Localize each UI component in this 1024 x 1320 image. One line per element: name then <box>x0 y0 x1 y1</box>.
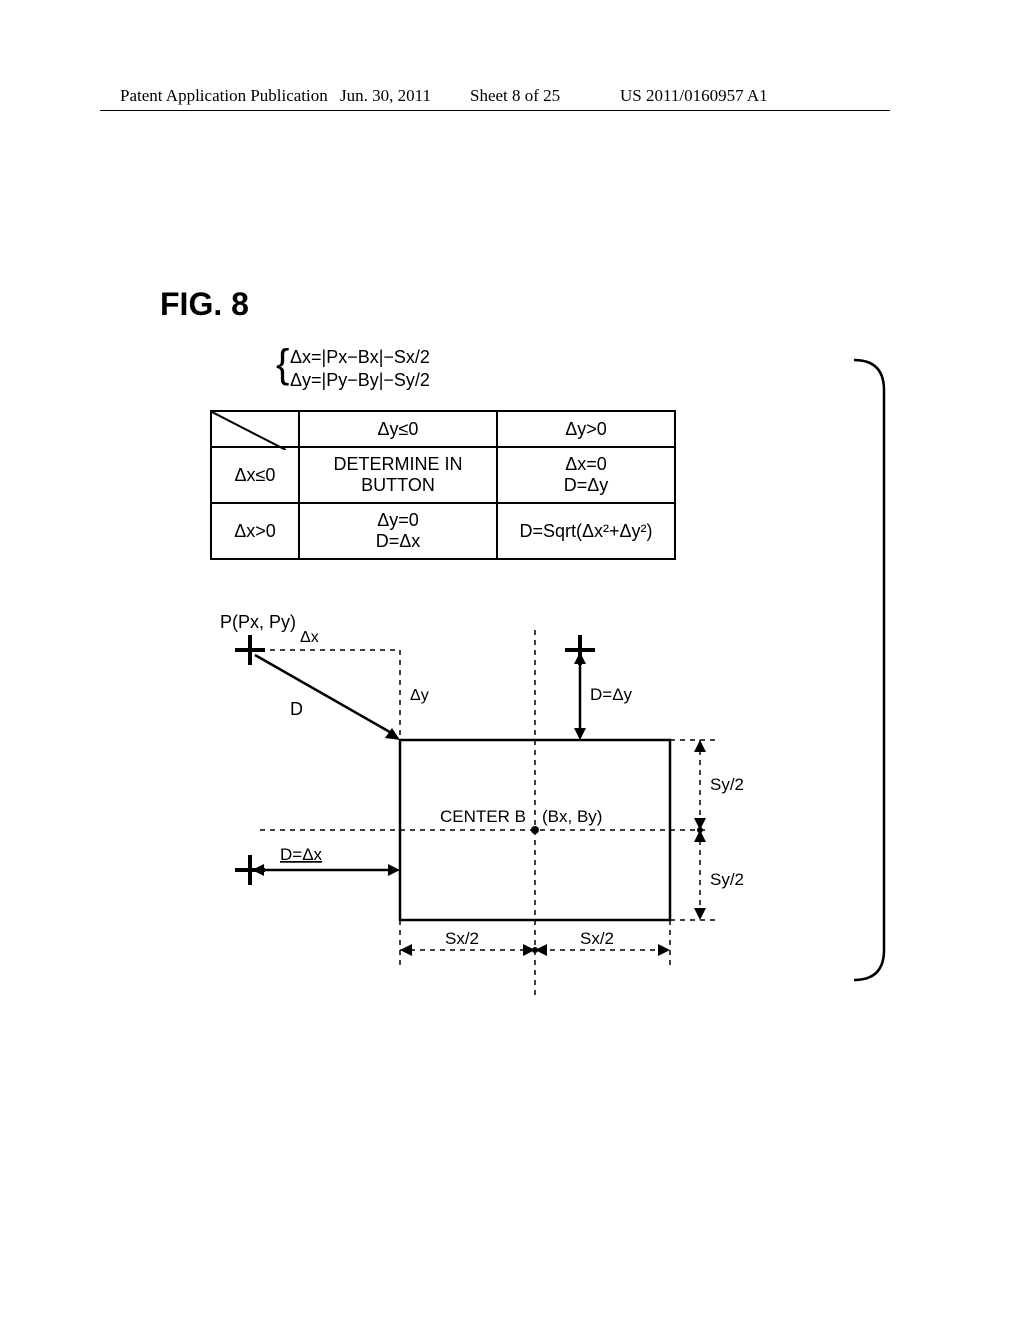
header-pub: Patent Application Publication <box>120 86 328 106</box>
table-corner <box>211 411 299 447</box>
p-label: P(Px, Py) <box>220 612 296 632</box>
figure-label: FIG. 8 <box>160 286 249 323</box>
header-date: Jun. 30, 2011 <box>340 86 431 106</box>
center-label: CENTER B <box>440 807 526 826</box>
sx-half-2: Sx/2 <box>580 929 614 948</box>
center-dot <box>531 826 539 834</box>
sx-arrow-r2 <box>658 944 670 956</box>
d-dx-arrow-l <box>252 864 264 876</box>
diagram-svg: P(Px, Py) Δx Δy D D=Δy D=Δx CENTER B (Bx… <box>160 610 760 1030</box>
header-sheet: Sheet 8 of 25 <box>470 86 560 106</box>
dx-label: Δx <box>300 629 319 646</box>
brace-icon: { <box>276 344 289 384</box>
row-header-2: Δx>0 <box>211 503 299 559</box>
col-header-2: Δy>0 <box>497 411 675 447</box>
sy-arrow-b2 <box>694 908 706 920</box>
d-label: D <box>290 699 303 719</box>
sy-half-1: Sy/2 <box>710 775 744 794</box>
cell-10: Δy=0 D=Δx <box>299 503 497 559</box>
d-dy-label: D=Δy <box>590 685 633 704</box>
sx-half-1: Sx/2 <box>445 929 479 948</box>
cell-11: D=Sqrt(Δx²+Δy²) <box>497 503 675 559</box>
center-coord: (Bx, By) <box>542 807 602 826</box>
header-rule <box>100 110 890 111</box>
equations-block: { Δx=|Px−Bx|−Sx/2 Δy=|Py−By|−Sy/2 <box>290 346 430 393</box>
sy-arrow-t1 <box>694 740 706 752</box>
sy-half-2: Sy/2 <box>710 870 744 889</box>
d-diag-line <box>255 655 395 735</box>
d-dx-label: D=Δx <box>280 845 323 864</box>
equation-dy: Δy=|Py−By|−Sy/2 <box>290 369 430 392</box>
d-dx-arrow-r <box>388 864 400 876</box>
cell-01: Δx=0 D=Δy <box>497 447 675 503</box>
d-dy-arrow-up <box>574 652 586 664</box>
col-header-1: Δy≤0 <box>299 411 497 447</box>
header-pubno: US 2011/0160957 A1 <box>620 86 768 106</box>
dy-label: Δy <box>410 687 429 704</box>
cell-00: DETERMINE IN BUTTON <box>299 447 497 503</box>
geometry-diagram: P(Px, Py) Δx Δy D D=Δy D=Δx CENTER B (Bx… <box>160 610 720 1030</box>
row-header-1: Δx≤0 <box>211 447 299 503</box>
d-dy-arrow <box>574 728 586 740</box>
equation-dx: Δx=|Px−Bx|−Sx/2 <box>290 346 430 369</box>
decision-table: Δy≤0 Δy>0 Δx≤0 DETERMINE IN BUTTON Δx=0 … <box>210 410 676 560</box>
page: Patent Application Publication Jun. 30, … <box>0 0 1024 1320</box>
sx-arrow-l1 <box>400 944 412 956</box>
decision-table-container: Δy≤0 Δy>0 Δx≤0 DETERMINE IN BUTTON Δx=0 … <box>210 410 676 560</box>
right-bracket-icon <box>844 350 904 990</box>
